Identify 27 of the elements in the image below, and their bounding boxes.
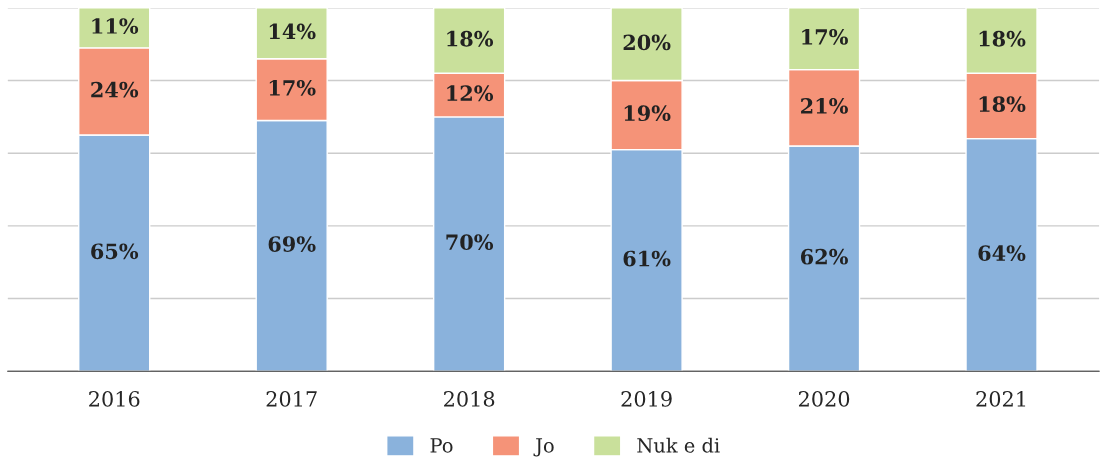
data-label: 62% xyxy=(800,248,848,265)
x-tick-label: 2021 xyxy=(976,391,1026,407)
x-tick-label: 2016 xyxy=(89,391,140,407)
x-tick-label: 2017 xyxy=(266,391,317,407)
data-label: 61% xyxy=(623,250,671,267)
data-label: 19% xyxy=(624,105,671,122)
data-label: 21% xyxy=(801,98,848,114)
data-label: 70% xyxy=(446,234,494,251)
data-label: 65% xyxy=(91,243,139,260)
data-label: 18% xyxy=(979,30,1026,47)
data-label: 24% xyxy=(91,81,139,98)
x-tick-label: 2019 xyxy=(621,391,672,407)
data-label: 20% xyxy=(623,34,671,51)
data-label: 14% xyxy=(269,23,316,40)
data-label: 12% xyxy=(447,85,494,102)
legend-label: Jo xyxy=(533,438,554,457)
data-label: 64% xyxy=(978,245,1026,261)
legend-label: Nuk e di xyxy=(637,437,720,453)
x-tick-label: 2018 xyxy=(444,391,495,407)
data-label: 11% xyxy=(92,18,139,34)
data-label: 18% xyxy=(447,30,494,47)
data-label: 17% xyxy=(802,29,848,45)
x-tick-label: 2020 xyxy=(798,391,850,407)
data-label: 69% xyxy=(268,236,316,252)
data-label: 17% xyxy=(269,79,316,96)
data-label: 18% xyxy=(979,96,1026,113)
legend-label: Po xyxy=(430,438,453,453)
